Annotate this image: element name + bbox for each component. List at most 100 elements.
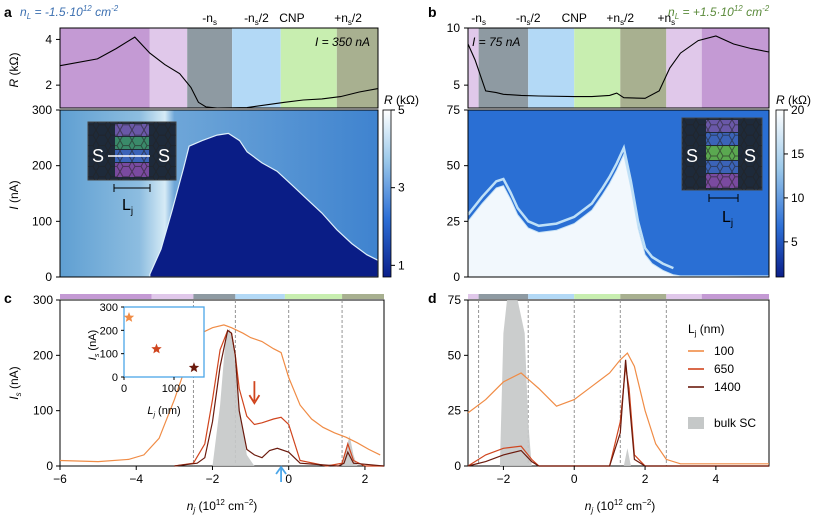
inset-xtick-label-0: 0 [121, 383, 127, 395]
density-band-3 [574, 294, 621, 299]
panel-c-inset-points [123, 312, 200, 373]
panel-c-series [59, 324, 385, 467]
panel-d-xlabel: nj (1012 cm−2) [585, 498, 656, 515]
panel-b: -ns -ns/2 CNP +ns/2 +ns I = 75 nA 5 10 0 25 50 7… [447, 11, 811, 284]
panel-d-density-bands [468, 294, 769, 299]
series-100 [59, 324, 381, 463]
cbar-tick-label-10: 10 [791, 191, 805, 205]
density-band-3 [232, 28, 281, 108]
inset-a-source-label: S [92, 146, 104, 166]
inset-xtick-label-1000: 1000 [162, 383, 186, 395]
panel-c-inset-frame [123, 306, 205, 378]
hexagonal-lattice [88, 122, 176, 180]
arrow-down-head [248, 394, 261, 405]
panel-label-b: b [428, 4, 437, 20]
legend-label-100: 100 [714, 344, 734, 358]
xtick-label--2: −2 [497, 472, 511, 486]
series-1400 [467, 359, 769, 467]
panel-c-inset-ticks: 0 100 200 300 0 1000 [100, 302, 187, 395]
panel-b-resistance-yticks: 5 10 [447, 21, 468, 92]
hexagonal-lattice [682, 118, 762, 190]
panel-a-density-label: nL = -1.5·1012 cm-2 [20, 4, 119, 21]
panel-a-heatmap-yticks: 0 100 200 300 [32, 103, 60, 284]
ytick-label-0: 0 [46, 459, 53, 473]
density-band-3 [235, 294, 285, 299]
xtick-label--6: −6 [53, 472, 67, 486]
cbar-tick-label-5: 5 [398, 103, 405, 117]
density-band-5 [336, 28, 378, 108]
panel-d-frame [467, 299, 770, 467]
panel-c-arrows [248, 381, 287, 482]
ytick-label-4: 4 [45, 32, 52, 46]
panel-a-resistance-yticks: 24 [45, 32, 60, 92]
cbar-tick-label-1: 1 [398, 258, 405, 272]
inset-ytick-label-100: 100 [100, 349, 118, 361]
density-band-4 [620, 28, 667, 108]
legend-label-1400: 1400 [714, 380, 741, 394]
panel-c-inset-ylabel: Is (nA) [87, 330, 101, 360]
panel-label-a: a [4, 4, 12, 20]
xtick-label-2: 2 [362, 472, 369, 486]
panel-label-c: c [4, 290, 12, 306]
xtick-label-0: 0 [571, 472, 578, 486]
top-label-1: -ns/2 [516, 11, 541, 27]
legend-title: Lj (nm) [688, 322, 724, 338]
ytick-label-200: 200 [33, 348, 53, 362]
ytick-label-10: 10 [447, 21, 461, 35]
panel-c-inset: 0 100 200 300 0 1000 Is (nA) Lj (nm) [87, 302, 205, 419]
density-band-4 [620, 294, 667, 299]
series-1400 [174, 329, 385, 467]
density-band-0 [468, 294, 479, 299]
cbar-tick-label-5: 5 [791, 235, 798, 249]
ytick-label-75: 75 [447, 103, 461, 117]
inset-ytick-label-0: 0 [112, 372, 118, 384]
panel-a-density-bands [60, 28, 378, 108]
panel-a-resistance-ylabel: R (kΩ) [7, 53, 21, 88]
panel-a-top-labels: -ns -ns/2 CNP +ns/2 [202, 11, 362, 27]
ytick-label-300: 300 [32, 103, 52, 117]
top-label-4: +ns [657, 11, 675, 27]
ytick-label-0: 0 [453, 270, 460, 284]
panel-b-inset-device: S S Lj [681, 117, 763, 229]
panel-a-heatmap-sc-region [149, 132, 379, 278]
density-band-2 [193, 294, 236, 299]
panel-b-resistance-trace [467, 35, 770, 99]
ytick-label-2: 2 [45, 78, 52, 92]
ytick-label-50: 50 [447, 159, 461, 173]
density-band-0 [468, 28, 479, 108]
panel-b-current-label: I = 75 nA [472, 35, 520, 49]
panel-b-top-labels: -ns -ns/2 CNP +ns/2 +ns [471, 11, 675, 27]
panel-c-density-bands [60, 294, 384, 299]
density-band-5 [342, 294, 384, 299]
xtick-label-0: 0 [285, 472, 292, 486]
panel-a-current-label: I = 350 nA [315, 35, 370, 49]
panel-a-inset-device: S S Lj [87, 121, 177, 217]
panel-c: −6 −4 −2 0 2 0 100 200 300 Is (nA) nj (1012 cm−… [7, 293, 385, 515]
density-band-5 [666, 294, 702, 299]
panel-c-xticks: −6 −4 −2 0 2 [53, 466, 369, 486]
panel-a-resistance-trace [59, 36, 379, 109]
density-band-6 [701, 28, 769, 108]
ytick-label-200: 200 [32, 159, 52, 173]
panel-label-d: d [428, 290, 437, 306]
ytick-label-75: 75 [448, 293, 462, 307]
series-100 [467, 352, 769, 465]
ytick-label-100: 100 [32, 214, 52, 228]
panel-c-ylabel: Is (nA) [7, 366, 23, 399]
panel-b-resistance-frame [467, 27, 770, 109]
arrow-up-head [275, 465, 287, 475]
panel-d-vlines [478, 300, 667, 466]
legend-label-650: 650 [714, 362, 734, 376]
panel-b-heatmap-yticks: 0 25 50 75 [447, 103, 468, 284]
inset-point-0 [123, 312, 135, 322]
panel-a-heatmap-ylabel: I (nA) [7, 180, 21, 209]
top-label-3: +ns/2 [606, 11, 634, 27]
density-band-4 [280, 28, 337, 108]
panel-c-yticks: 0 100 200 300 [33, 293, 60, 473]
cbar-tick-label-20: 20 [791, 103, 805, 117]
panel-c-xlabel: nj (1012 cm−2) [187, 498, 258, 515]
inset-b-drain-label: S [744, 146, 756, 166]
inset-a-length-label: Lj [122, 197, 133, 217]
inset-ytick-label-200: 200 [100, 325, 118, 337]
